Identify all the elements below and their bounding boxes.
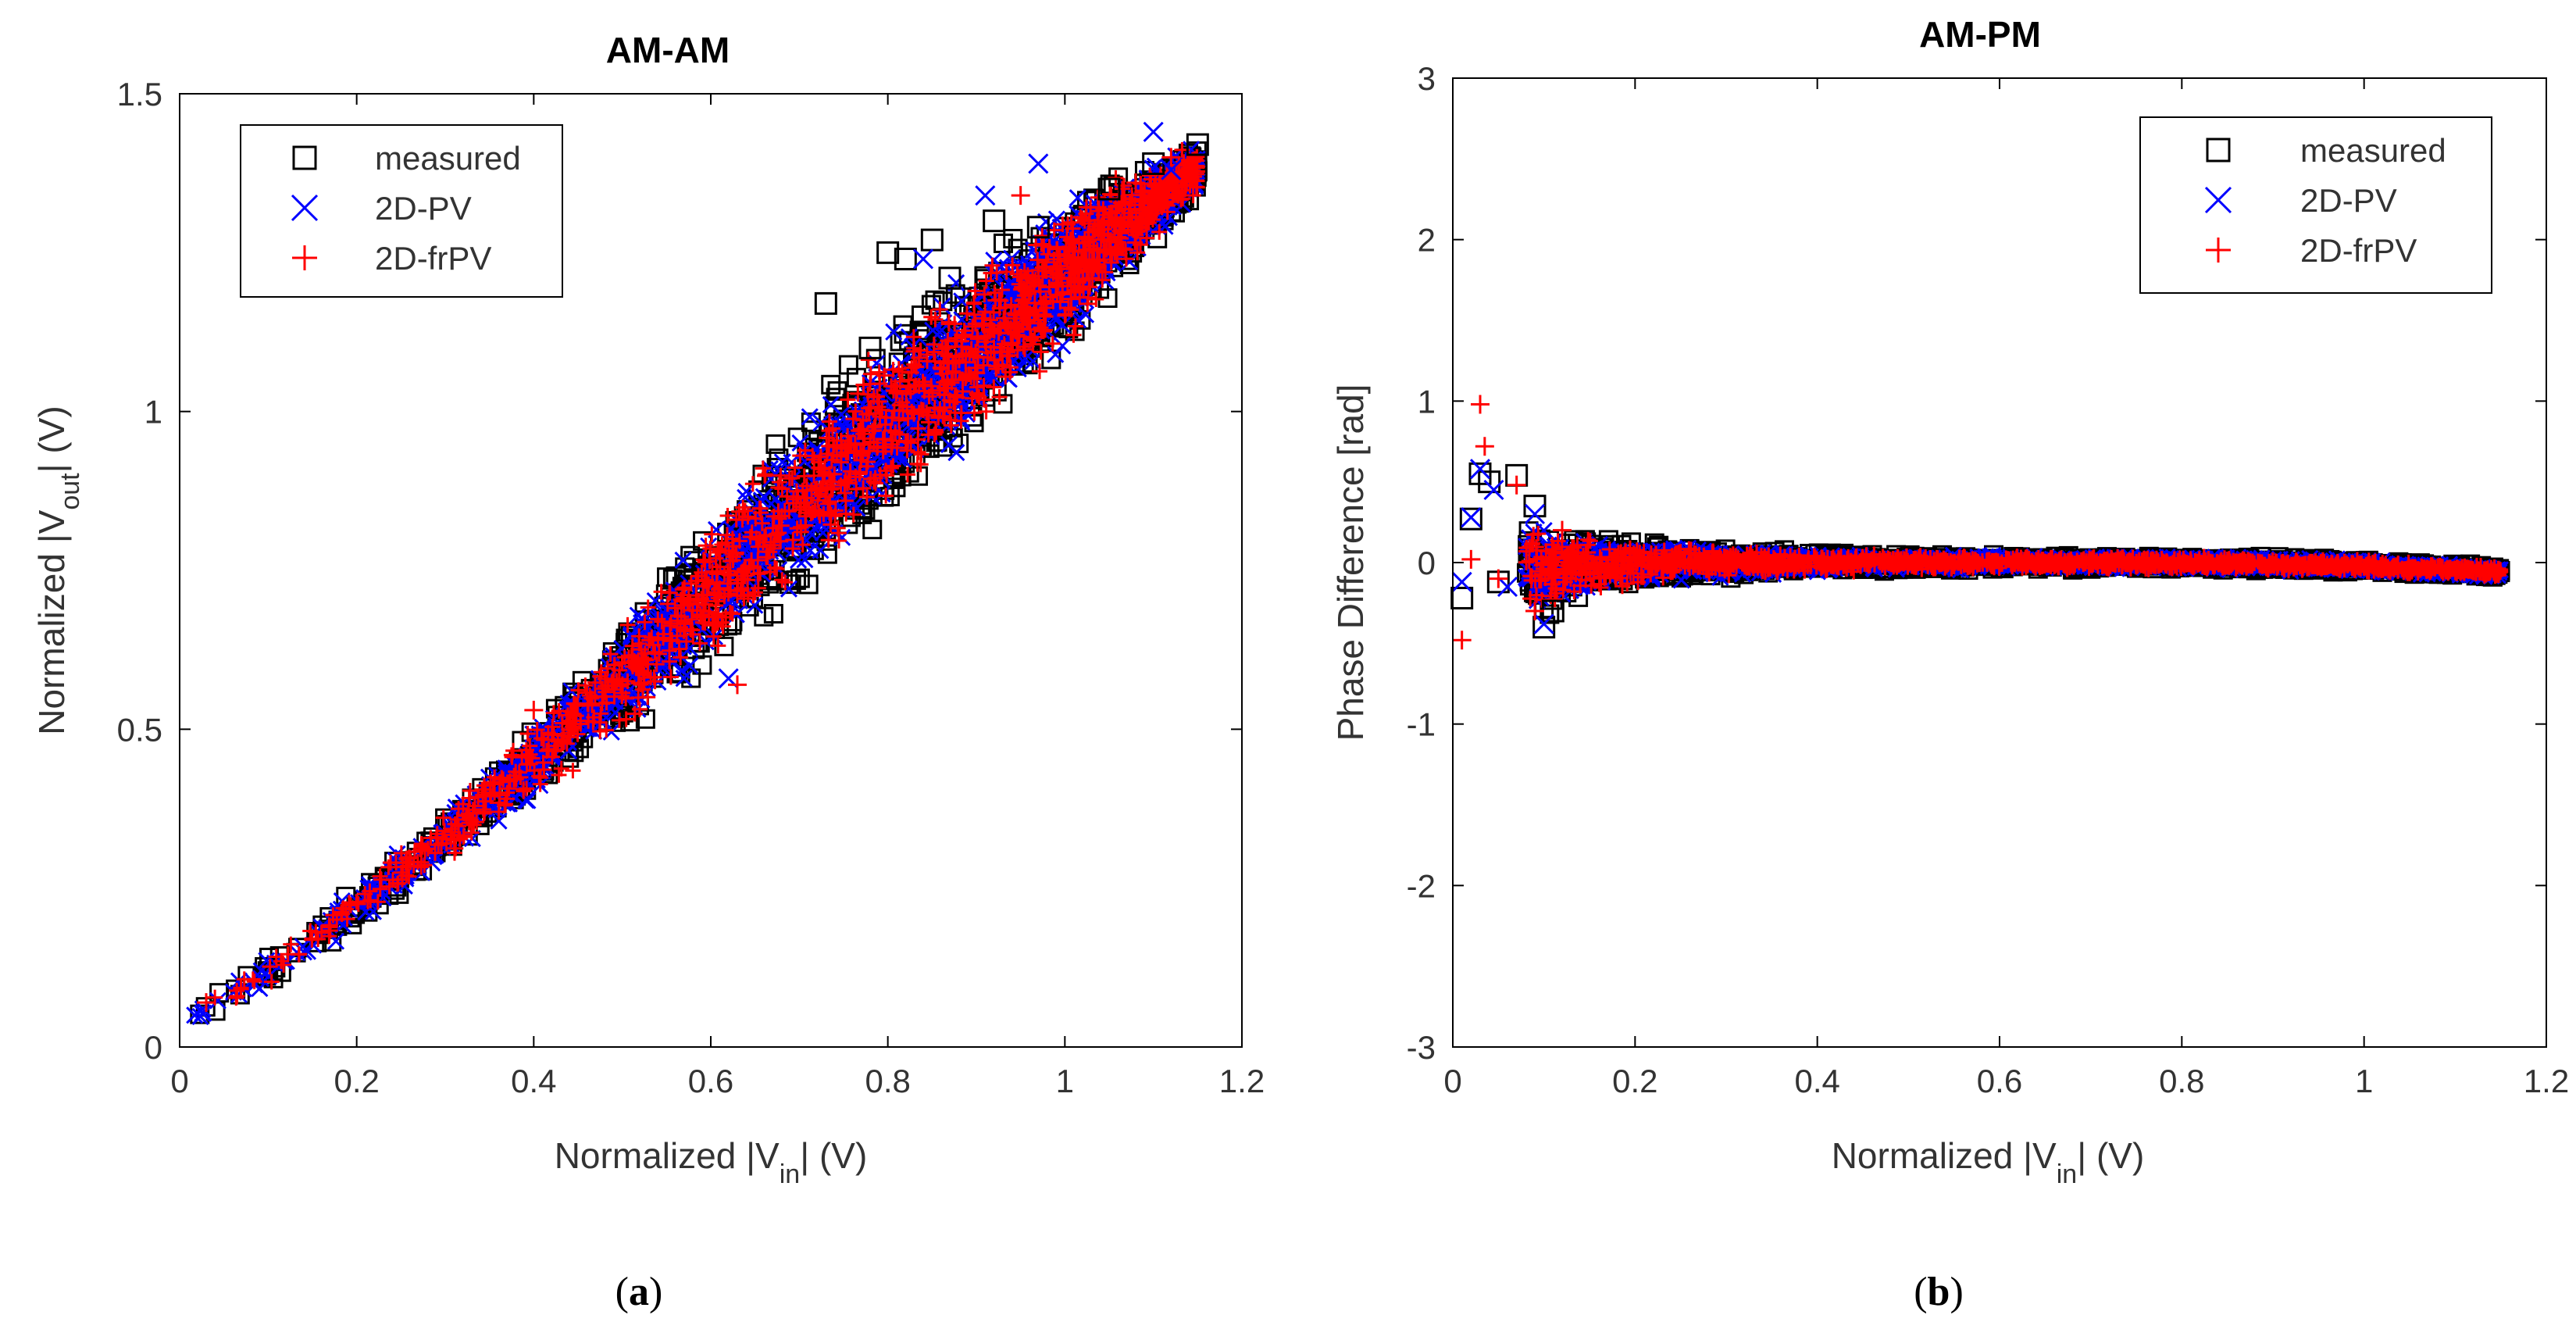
y-axis-label: Normalized |Vout| (V): [31, 406, 85, 734]
x-tick-label: 0.8: [865, 1063, 910, 1099]
chart-title: AM-PM: [1919, 14, 2041, 55]
x-tick-label: 0.6: [688, 1063, 733, 1099]
data-point: [692, 655, 712, 675]
y-tick-label: 1: [144, 394, 162, 431]
x-tick-label: 0: [170, 1063, 188, 1099]
chart-title: AM-AM: [606, 30, 730, 70]
panel-am-am: AM-AM 0 0.2 0.4 0.6 0.8 1 1.2 0 0.5 1 1.5 Normaliz…: [31, 30, 1265, 1314]
legend: measured 2D-PV 2D-frPV: [240, 124, 563, 298]
legend-entry: 2D-PV: [375, 190, 472, 227]
y-tick-label: 0: [144, 1029, 162, 1066]
x-tick-label: 1.2: [1219, 1063, 1265, 1099]
legend-entry: measured: [375, 140, 521, 177]
x-tick-label: 1: [1056, 1063, 1074, 1099]
data-point: [754, 606, 774, 627]
data-point: [802, 420, 822, 441]
y-tick-label: 0.5: [117, 711, 162, 748]
scatter-cloud: [186, 141, 1208, 1026]
y-tick-label: 1.5: [117, 76, 162, 113]
panel-caption: (a): [615, 1270, 663, 1314]
x-tick-label: 0.2: [334, 1063, 379, 1099]
data-point: [763, 603, 783, 624]
x-tick-label: 0.4: [511, 1063, 556, 1099]
data-point: [635, 709, 655, 729]
x-axis-label: Normalized |Vin| (V): [555, 1135, 868, 1189]
data-point: [945, 284, 965, 304]
legend-entry: 2D-frPV: [375, 240, 491, 277]
